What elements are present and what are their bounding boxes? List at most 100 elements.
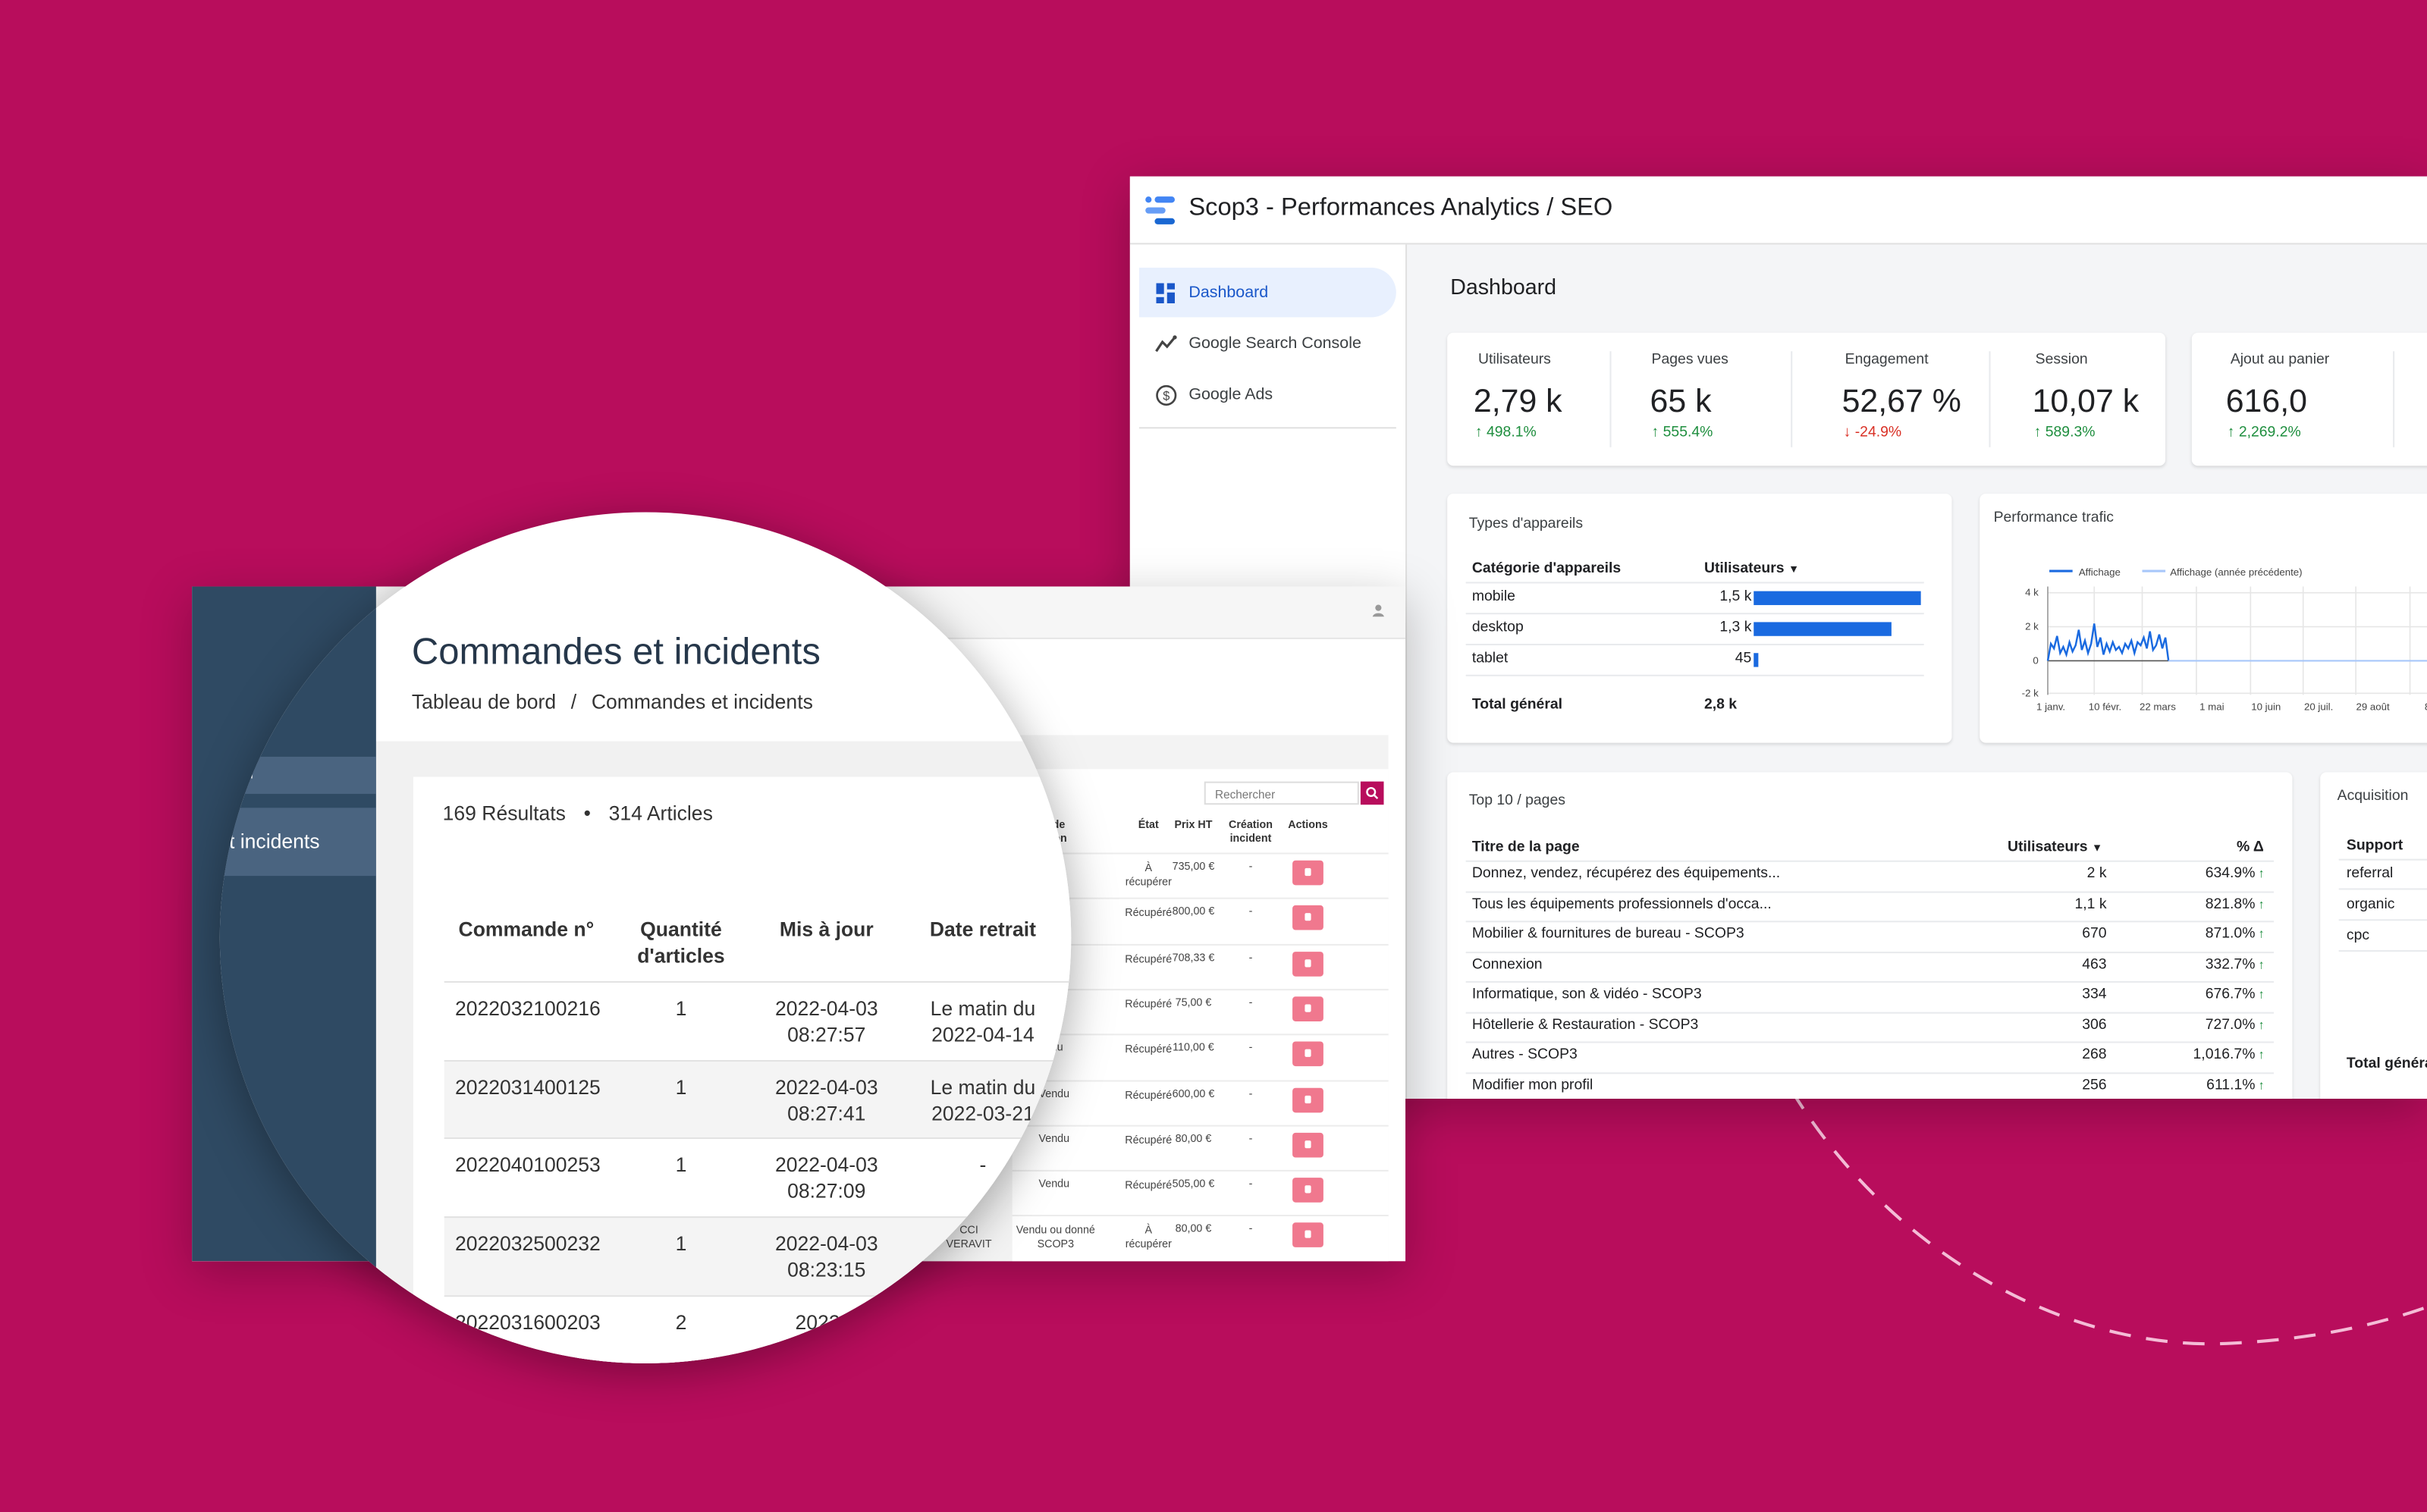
table-row[interactable]: 2022032500232 1 2022-04-03 08:23:15 Le xyxy=(444,1216,1072,1296)
page-delta-cell: 1,016.7% ↑ xyxy=(2128,1046,2265,1063)
page-title-cell[interactable]: Tous les équipements professionnels d'oc… xyxy=(1471,895,1772,913)
search-icon xyxy=(1366,786,1379,799)
device-bar xyxy=(1754,622,1892,636)
delete-button[interactable] xyxy=(1292,1223,1323,1248)
row-divider xyxy=(2338,919,2427,921)
kpi-value: 2,79 k xyxy=(1473,384,1562,420)
kpi-pageviews[interactable]: Pages vues 65 k ↑ 555.4% xyxy=(1621,333,1807,466)
pages-col-title[interactable]: Titre de la page xyxy=(1471,839,1580,856)
col-order-number[interactable]: Commande n° xyxy=(458,918,595,941)
col-quantity[interactable]: Quantité d'articles xyxy=(637,918,725,968)
page-title-cell[interactable]: Hôtellerie & Restauration - SCOP3 xyxy=(1471,1015,1699,1034)
kpi-delta-value: 589.3% xyxy=(2045,424,2096,441)
search-input[interactable]: Rechercher xyxy=(1204,781,1359,805)
small-col-header[interactable]: État xyxy=(1138,820,1159,831)
breadcrumb-link-dashboard[interactable]: Tableau de bord xyxy=(411,690,557,714)
order-updated-date: 2022-04-03 xyxy=(774,1074,878,1099)
kpi-delta: ↑ 498.1% xyxy=(1474,424,1537,441)
page-title-cell[interactable]: Connexion xyxy=(1471,955,1543,973)
small-price: 110,00 € xyxy=(1173,1043,1214,1055)
sidebar-item-incidents[interactable]: t incidents xyxy=(219,808,376,877)
table-row[interactable]: 2022040100253 1 2022-04-03 08:27:09 - xyxy=(444,1137,1072,1217)
kpi-engagement[interactable]: Engagement 52,67 % ↓ -24.9% xyxy=(1813,333,1998,466)
small-col-header[interactable]: Actions xyxy=(1288,820,1328,831)
breadcrumb: Tableau de bord / Commandes et incidents xyxy=(412,690,813,714)
small-price: 708,33 € xyxy=(1172,952,1215,964)
table-row[interactable]: 2022031600203 2 2022-0 xyxy=(444,1294,1072,1363)
page-title-cell[interactable]: Mobilier & fournitures de bureau - SCOP3 xyxy=(1471,925,1744,943)
kpi-card: Utilisateurs 2,79 k ↑ 498.1% Pages vues … xyxy=(1447,332,2166,466)
table-row[interactable]: 2022032100216 1 2022-04-03 08:27:57 Le matin… xyxy=(444,980,1072,1060)
kpi-divider xyxy=(1791,351,1793,447)
orders-sidebar-zoom: SCOPF Utilisateur Comm t incidents xyxy=(219,586,376,1363)
traffic-line-current xyxy=(2046,623,2170,661)
results-count: 169 Résultats xyxy=(442,801,566,825)
order-quantity: 1 xyxy=(675,1074,687,1099)
delete-button[interactable] xyxy=(1292,1132,1323,1158)
nav-divider xyxy=(1139,427,1396,429)
page-delta-cell: 634.9% ↑ xyxy=(2128,865,2265,882)
devices-col-category[interactable]: Catégorie d'appareils xyxy=(1471,560,1622,578)
delete-button[interactable] xyxy=(1292,860,1323,886)
kpi-label: Ajout au panier xyxy=(2230,351,2330,369)
kpi-users[interactable]: Utilisateurs 2,79 k ↑ 498.1% xyxy=(1447,333,1633,466)
kpi-cart-card: Ajout au panier 616,0 ↑ 2,269.2% xyxy=(2191,332,2427,466)
page-title-cell[interactable]: Donnez, vendez, récupérez des équipement… xyxy=(1471,864,1781,883)
pages-col-users[interactable]: Utilisateurs ▼ xyxy=(2008,839,2102,855)
scop-logo: SCOPF xyxy=(224,635,334,669)
delete-button[interactable] xyxy=(1292,951,1323,976)
legend-previous: Affichage (année précédente) xyxy=(2170,566,2302,578)
sidebar-item-orders-small[interactable]: Comm xyxy=(219,756,376,794)
delete-button[interactable] xyxy=(1292,996,1323,1021)
kpi-value: 65 k xyxy=(1650,384,1712,420)
analytics-header: Scop3 - Performances Analytics / SEO xyxy=(1129,176,2427,245)
devices-col-users[interactable]: Utilisateurs ▼ xyxy=(1704,560,1799,577)
delete-button[interactable] xyxy=(1292,905,1323,931)
col-updated[interactable]: Mis à jour xyxy=(779,918,874,941)
order-number: 2022032500232 xyxy=(455,1231,601,1256)
kpi-divider xyxy=(1609,351,1612,447)
search-button[interactable] xyxy=(1360,781,1384,805)
row-divider xyxy=(1012,852,1389,855)
small-state: Récupéré xyxy=(1125,954,1173,965)
nav-dashboard[interactable]: Dashboard xyxy=(1139,268,1396,318)
x-tick: 1 mai xyxy=(2199,701,2224,713)
acquisition-title: Acquisition xyxy=(2337,787,2409,805)
user-icon[interactable] xyxy=(1371,604,1385,617)
small-state: Récupéré xyxy=(1125,908,1173,920)
pages-col-delta[interactable]: % Δ xyxy=(2236,839,2264,856)
summary-separator: • xyxy=(583,801,591,825)
dashboard-icon xyxy=(1156,283,1175,304)
devices-total-label: Total général xyxy=(1471,696,1563,714)
row-divider xyxy=(1012,943,1389,946)
page-title-cell[interactable]: Autres - SCOP3 xyxy=(1471,1046,1578,1064)
results-summary: 169 Résultats • 314 Articles xyxy=(443,801,713,825)
row-divider xyxy=(1465,951,2274,953)
page-delta-cell: 332.7% ↑ xyxy=(2128,955,2265,972)
table-row[interactable]: 2022031400125 1 2022-04-03 08:27:41 Le matin… xyxy=(444,1059,1072,1139)
kpi-add-to-cart[interactable]: Ajout au panier 616,0 ↑ 2,269.2% xyxy=(2192,333,2378,466)
page-title-cell[interactable]: Informatique, son & vidéo - SCOP3 xyxy=(1471,986,1702,1003)
kpi-session[interactable]: Session 10,07 k ↑ 589.3% xyxy=(2005,333,2190,466)
small-col-header[interactable]: Création incident xyxy=(1228,820,1273,845)
order-updated-date: 2022-04-03 xyxy=(774,1231,878,1256)
order-pickup: - xyxy=(979,1153,987,1177)
delete-button[interactable] xyxy=(1292,1041,1323,1067)
breadcrumb-separator: / xyxy=(570,690,577,714)
nav-search-console[interactable]: Google Search Console xyxy=(1139,318,1396,368)
row-divider xyxy=(1012,1079,1389,1081)
page-title-cell[interactable]: Modifier mon profil xyxy=(1471,1076,1593,1093)
page-users-cell: 1,1 k xyxy=(2074,895,2107,913)
row-divider xyxy=(1012,1125,1389,1127)
delete-button[interactable] xyxy=(1292,1087,1323,1112)
order-pickup-date: 2022-04-14 xyxy=(931,1022,1035,1046)
row-divider xyxy=(1012,1034,1389,1036)
col-pickup-date[interactable]: Date retrait xyxy=(929,918,1036,941)
page-delta-value: 634.9% xyxy=(2205,864,2256,883)
small-col-header[interactable]: Prix HT xyxy=(1174,820,1213,831)
nav-google-ads[interactable]: $ Google Ads xyxy=(1139,370,1396,419)
acquisition-col-support[interactable]: Support xyxy=(2346,837,2403,855)
small-incident: - xyxy=(1248,1043,1253,1055)
delete-button[interactable] xyxy=(1292,1178,1323,1203)
arrow-up-icon: ↑ xyxy=(2258,1017,2265,1032)
